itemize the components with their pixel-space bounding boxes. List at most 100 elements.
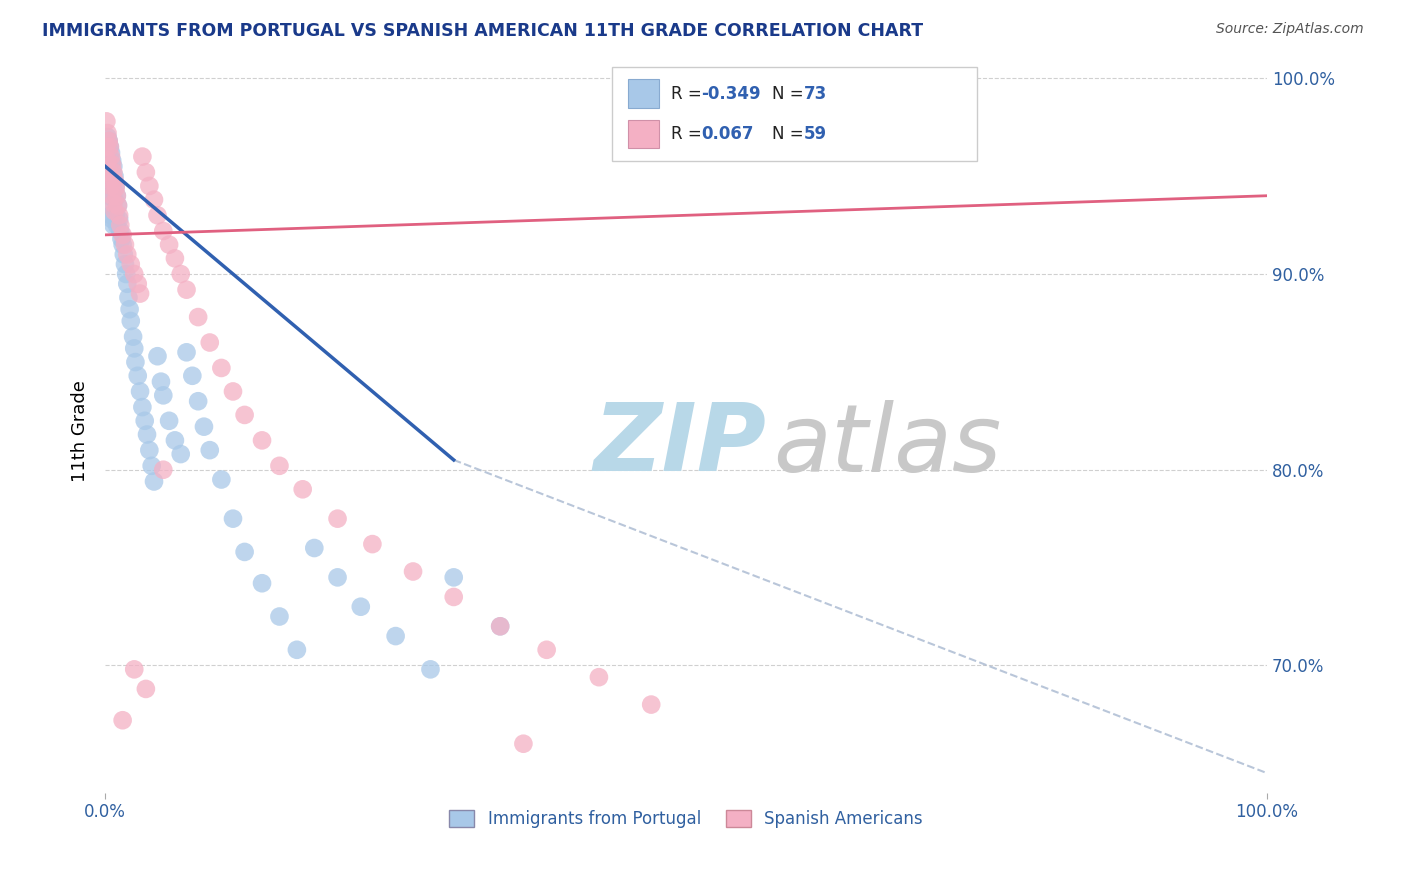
- Text: 59: 59: [804, 125, 827, 143]
- Text: Source: ZipAtlas.com: Source: ZipAtlas.com: [1216, 22, 1364, 37]
- Point: [97, 165, 120, 179]
- Point: [97, 188, 120, 202]
- Point: [107, 198, 129, 212]
- Point: [105, 218, 128, 232]
- Point: [512, 737, 534, 751]
- Point: [114, 257, 136, 271]
- Point: [170, 447, 193, 461]
- Point: [97, 134, 120, 148]
- Point: [98, 173, 121, 187]
- Text: IMMIGRANTS FROM PORTUGAL VS SPANISH AMERICAN 11TH GRADE CORRELATION CHART: IMMIGRANTS FROM PORTUGAL VS SPANISH AMER…: [42, 22, 924, 40]
- Y-axis label: 11th Grade: 11th Grade: [72, 380, 89, 482]
- Point: [103, 204, 125, 219]
- Point: [209, 361, 232, 376]
- Point: [97, 160, 120, 174]
- Point: [361, 537, 384, 551]
- Point: [269, 458, 291, 473]
- Point: [129, 384, 152, 399]
- Point: [157, 237, 180, 252]
- Point: [96, 140, 118, 154]
- Point: [118, 302, 141, 317]
- Point: [136, 427, 159, 442]
- Point: [489, 619, 512, 633]
- Point: [96, 126, 118, 140]
- Point: [98, 198, 121, 212]
- Point: [443, 570, 465, 584]
- Point: [127, 277, 149, 291]
- Point: [100, 145, 122, 160]
- Point: [489, 619, 512, 633]
- Point: [107, 198, 129, 212]
- Point: [143, 193, 166, 207]
- Point: [131, 400, 153, 414]
- Point: [176, 283, 198, 297]
- Point: [187, 394, 209, 409]
- Point: [100, 150, 122, 164]
- Point: [105, 188, 128, 202]
- Point: [117, 277, 139, 291]
- Point: [138, 443, 160, 458]
- Point: [103, 218, 125, 232]
- Point: [233, 408, 256, 422]
- Point: [209, 473, 232, 487]
- Point: [176, 345, 198, 359]
- Point: [222, 511, 245, 525]
- Point: [117, 291, 139, 305]
- Point: [135, 165, 157, 179]
- Point: [96, 178, 118, 193]
- Point: [98, 169, 121, 183]
- Point: [146, 208, 169, 222]
- Point: [112, 247, 135, 261]
- Point: [138, 178, 160, 193]
- Point: [115, 267, 138, 281]
- Point: [98, 140, 121, 154]
- Point: [96, 153, 118, 168]
- Point: [100, 173, 122, 187]
- Point: [187, 310, 209, 324]
- Point: [103, 173, 125, 187]
- Point: [101, 212, 124, 227]
- Point: [101, 188, 124, 202]
- Point: [640, 698, 662, 712]
- Point: [96, 130, 118, 145]
- Point: [152, 463, 174, 477]
- Point: [198, 443, 221, 458]
- Point: [108, 208, 131, 222]
- Point: [269, 609, 291, 624]
- Point: [536, 642, 558, 657]
- Point: [146, 349, 169, 363]
- Point: [350, 599, 373, 614]
- Point: [402, 565, 425, 579]
- Point: [114, 237, 136, 252]
- Point: [250, 576, 273, 591]
- Point: [135, 681, 157, 696]
- Point: [120, 314, 142, 328]
- Point: [105, 188, 128, 202]
- Point: [163, 252, 186, 266]
- Point: [110, 232, 132, 246]
- Point: [122, 267, 145, 281]
- Point: [122, 342, 145, 356]
- Point: [131, 150, 153, 164]
- Text: -0.349: -0.349: [702, 85, 761, 103]
- Point: [170, 267, 193, 281]
- Point: [222, 384, 245, 399]
- Point: [111, 713, 134, 727]
- Point: [141, 458, 163, 473]
- Point: [101, 178, 124, 193]
- Point: [104, 181, 127, 195]
- Point: [103, 160, 125, 174]
- Point: [193, 419, 215, 434]
- Text: N =: N =: [772, 85, 808, 103]
- Text: N =: N =: [772, 125, 808, 143]
- Point: [152, 388, 174, 402]
- Point: [100, 208, 122, 222]
- Point: [101, 157, 124, 171]
- Point: [96, 165, 118, 179]
- Point: [97, 134, 120, 148]
- Point: [111, 237, 134, 252]
- Point: [98, 140, 121, 154]
- Point: [120, 257, 142, 271]
- Point: [326, 511, 349, 525]
- Point: [122, 662, 145, 676]
